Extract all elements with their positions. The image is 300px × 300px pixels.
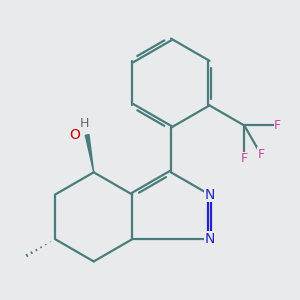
Text: F: F xyxy=(274,119,281,132)
Text: N: N xyxy=(204,232,215,246)
Text: H: H xyxy=(80,117,90,130)
Text: N: N xyxy=(204,188,215,202)
Text: O: O xyxy=(70,128,80,142)
Text: F: F xyxy=(257,148,265,161)
Text: F: F xyxy=(241,152,248,165)
Polygon shape xyxy=(85,135,94,172)
